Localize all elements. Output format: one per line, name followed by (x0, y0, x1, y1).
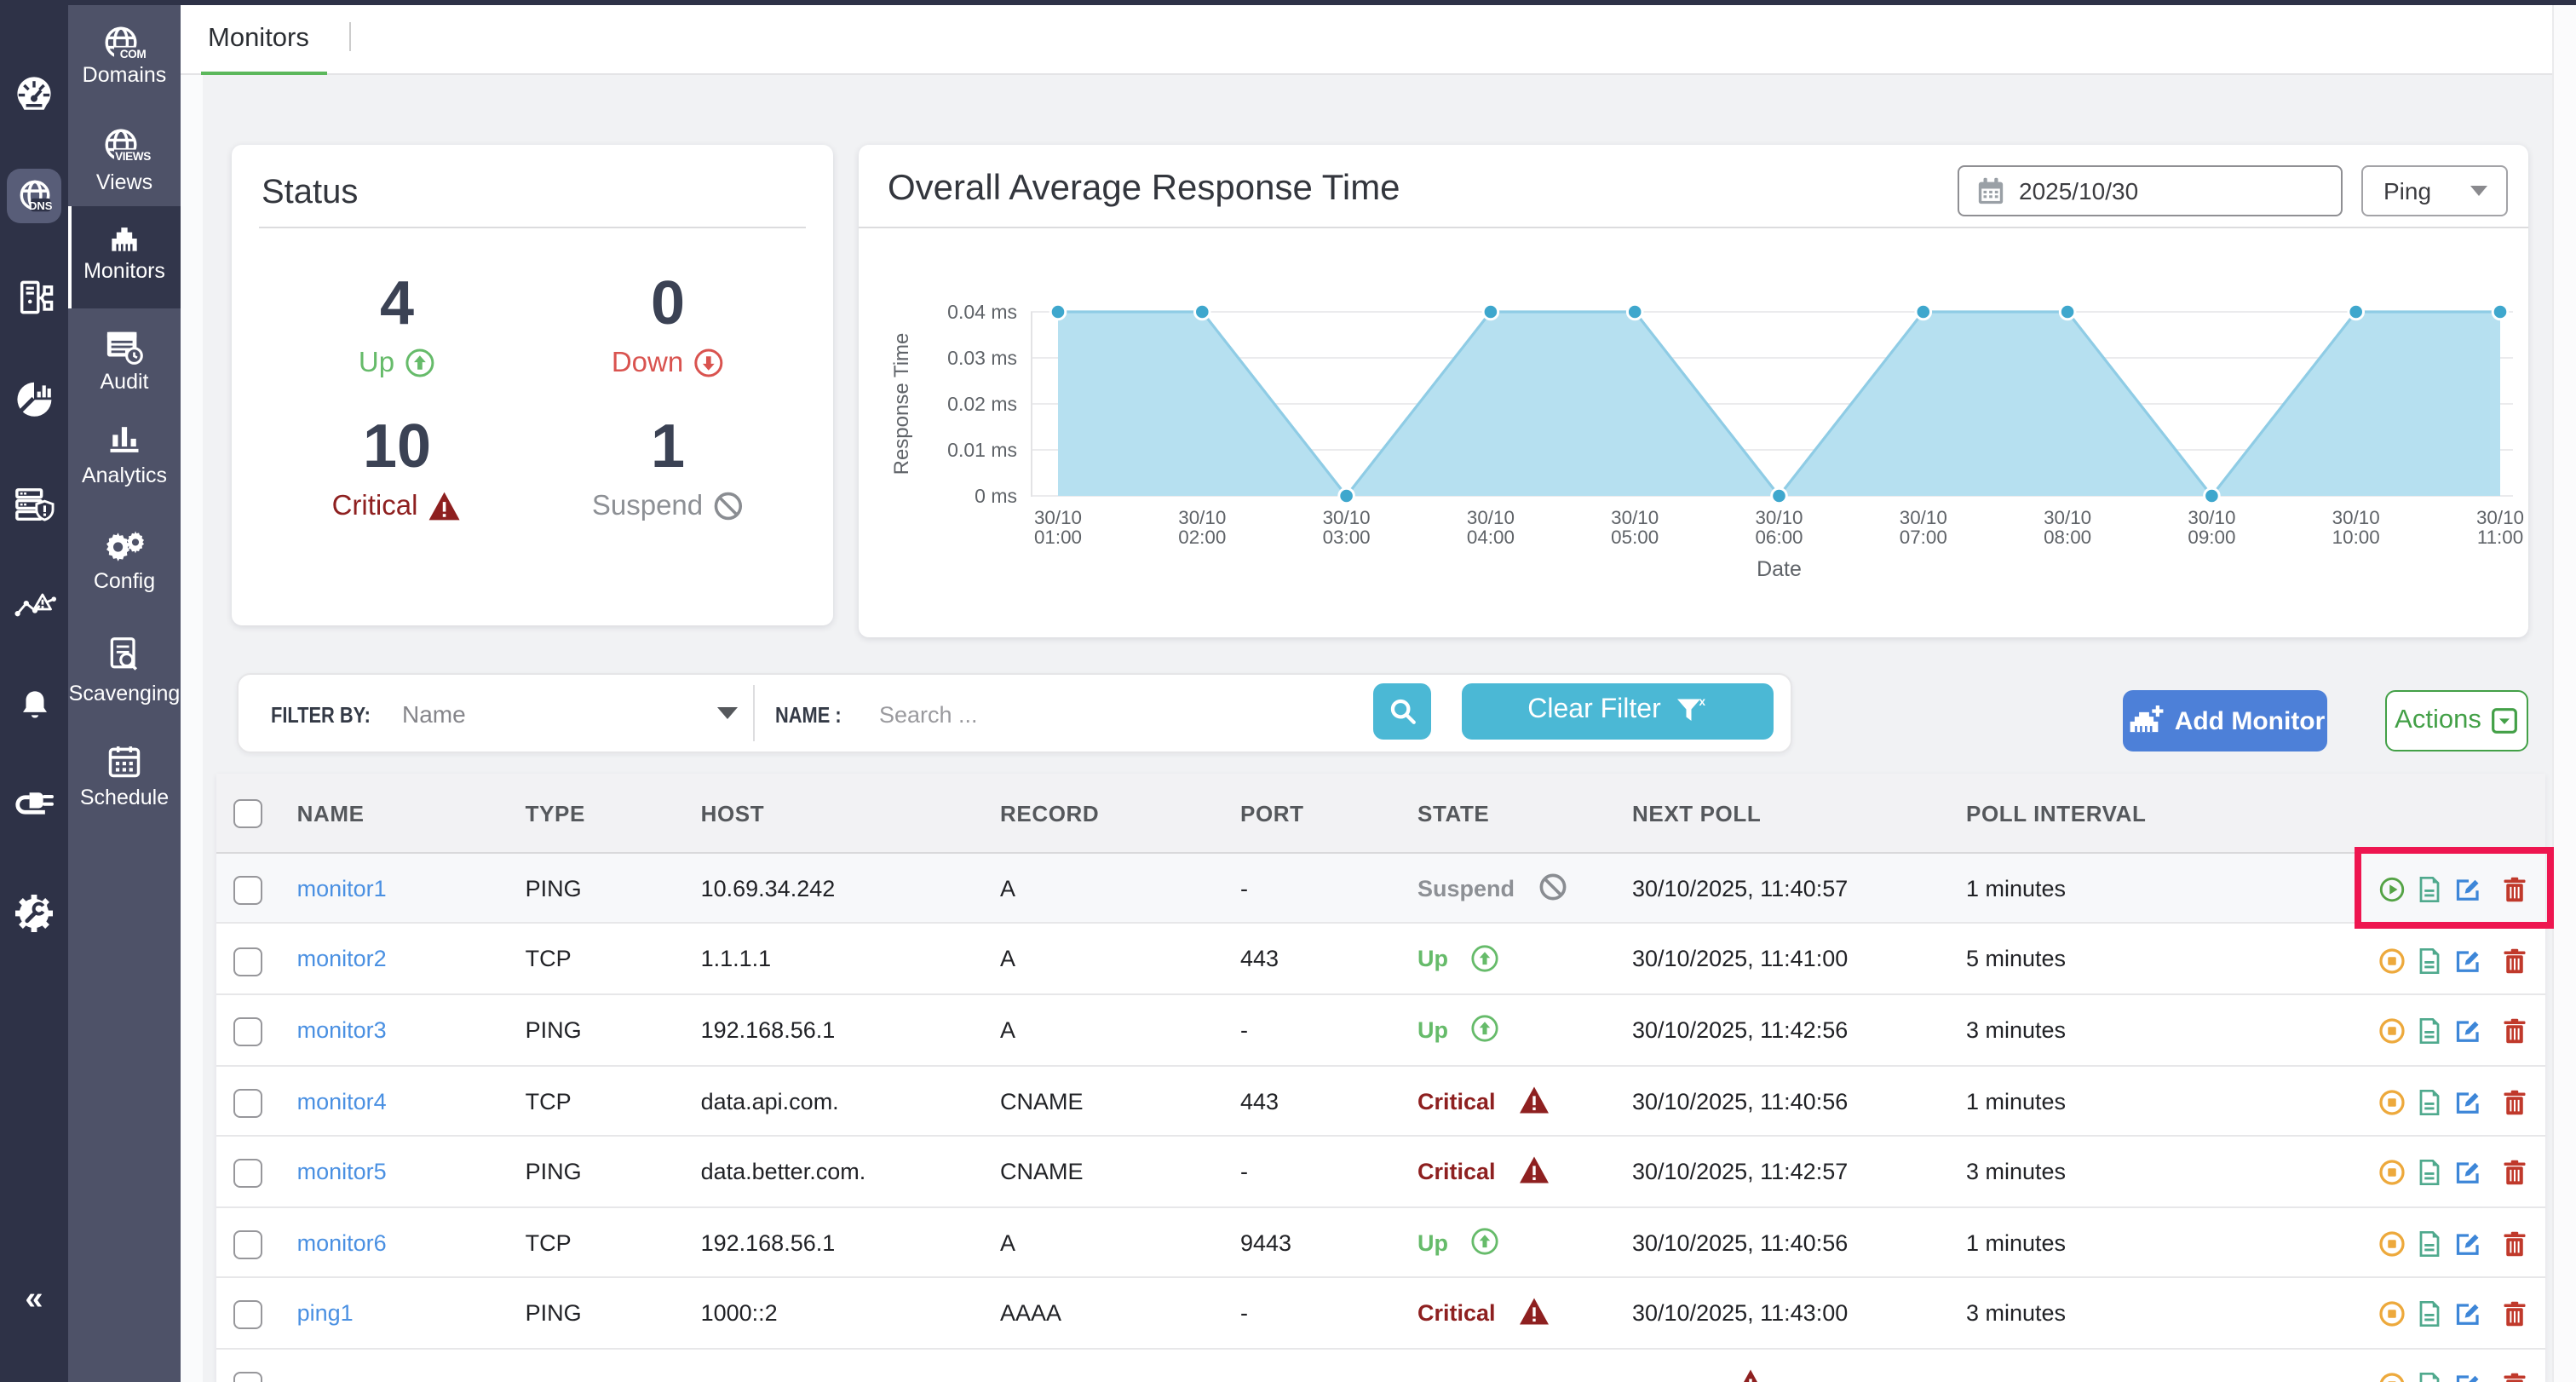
svg-text:DNS: DNS (28, 199, 52, 212)
svg-text:02:00: 02:00 (1178, 527, 1226, 548)
svg-text:0 ms: 0 ms (975, 485, 1017, 507)
svg-text:30/10: 30/10 (2476, 507, 2524, 528)
svg-text:30/10: 30/10 (1034, 507, 1082, 528)
svg-text:30/10: 30/10 (1323, 507, 1371, 528)
svg-text:08:00: 08:00 (2044, 527, 2091, 548)
svg-text:05:00: 05:00 (1611, 527, 1659, 548)
svg-text:Date: Date (1757, 557, 1802, 581)
svg-text:30/10: 30/10 (1900, 507, 1947, 528)
svg-text:11:00: 11:00 (2477, 527, 2523, 548)
svg-text:30/10: 30/10 (1467, 507, 1515, 528)
svg-text:06:00: 06:00 (1755, 527, 1803, 548)
svg-text:09:00: 09:00 (2188, 527, 2235, 548)
svg-text:03:00: 03:00 (1323, 527, 1371, 548)
svg-text:10:00: 10:00 (2332, 527, 2380, 548)
svg-text:30/10: 30/10 (2188, 507, 2235, 528)
svg-text:Response Time: Response Time (890, 333, 913, 475)
svg-text:04:00: 04:00 (1467, 527, 1515, 548)
svg-text:30/10: 30/10 (1178, 507, 1226, 528)
svg-text:01:00: 01:00 (1034, 527, 1082, 548)
svg-text:0.04 ms: 0.04 ms (947, 301, 1017, 323)
svg-text:0.01 ms: 0.01 ms (947, 439, 1017, 461)
svg-text:0.03 ms: 0.03 ms (947, 347, 1017, 369)
svg-text:x: x (1699, 695, 1705, 708)
svg-text:07:00: 07:00 (1900, 527, 1947, 548)
svg-text:VIEWS: VIEWS (115, 150, 151, 163)
svg-text:30/10: 30/10 (1611, 507, 1659, 528)
svg-text:30/10: 30/10 (2044, 507, 2091, 528)
svg-text:30/10: 30/10 (2332, 507, 2380, 528)
svg-text:COM: COM (120, 48, 147, 60)
svg-text:0.02 ms: 0.02 ms (947, 393, 1017, 415)
svg-text:30/10: 30/10 (1755, 507, 1803, 528)
